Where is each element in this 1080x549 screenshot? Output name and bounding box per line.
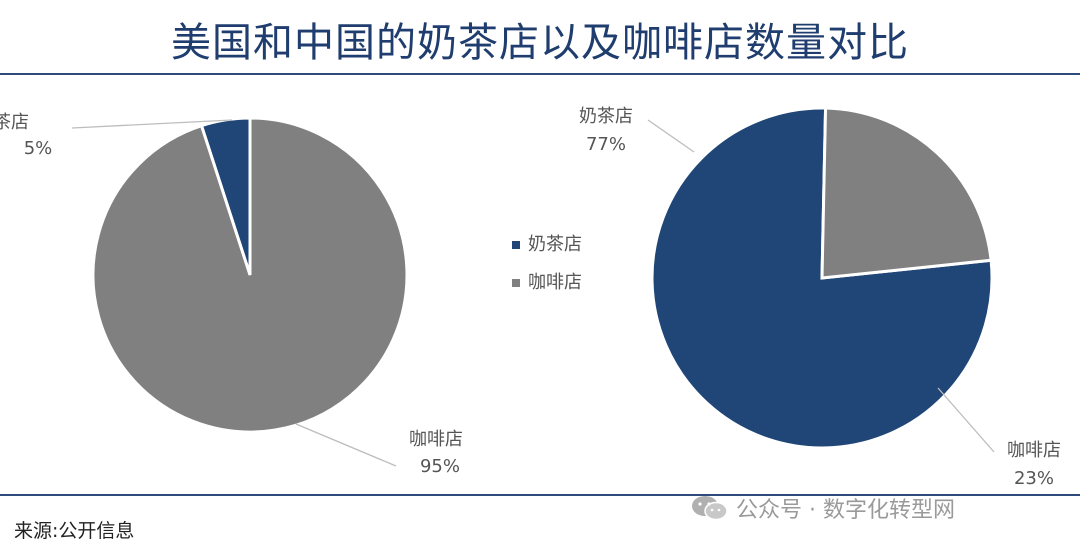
chart-title: 美国和中国的奶茶店以及咖啡店数量对比 xyxy=(171,20,909,66)
source-note: 来源:公开信息 xyxy=(14,520,135,542)
leader-line xyxy=(937,387,995,453)
wechat-icon xyxy=(692,496,728,521)
data-label-percent: 95% xyxy=(420,456,460,477)
pie-chart-left: 奶茶店 5% 咖啡店 95% xyxy=(0,112,463,477)
legend-label: 咖啡店 xyxy=(528,272,582,293)
pie-slice xyxy=(91,116,409,434)
data-label-percent: 23% xyxy=(1014,468,1054,489)
pie-chart-right: 奶茶店 77% 咖啡店 23% xyxy=(579,106,1061,489)
data-label-name: 咖啡店 xyxy=(1007,440,1061,461)
legend-label: 奶茶店 xyxy=(528,234,582,255)
bottom-divider xyxy=(0,494,1080,496)
legend-swatch xyxy=(512,241,520,249)
data-label-percent: 5% xyxy=(24,138,53,159)
watermark-text: 公众号 · 数字化转型网 xyxy=(736,498,955,523)
data-label-percent: 77% xyxy=(586,134,626,155)
top-divider xyxy=(0,73,1080,75)
pie-slice xyxy=(820,106,993,280)
leader-line xyxy=(295,423,397,467)
watermark: 公众号 · 数字化转型网 xyxy=(690,493,955,523)
leader-line xyxy=(647,119,695,153)
legend-swatch xyxy=(512,279,520,287)
leader-line xyxy=(71,119,233,129)
data-label-name: 奶茶店 xyxy=(0,112,29,133)
data-label-name: 奶茶店 xyxy=(579,106,633,127)
data-label-name: 咖啡店 xyxy=(409,429,463,450)
